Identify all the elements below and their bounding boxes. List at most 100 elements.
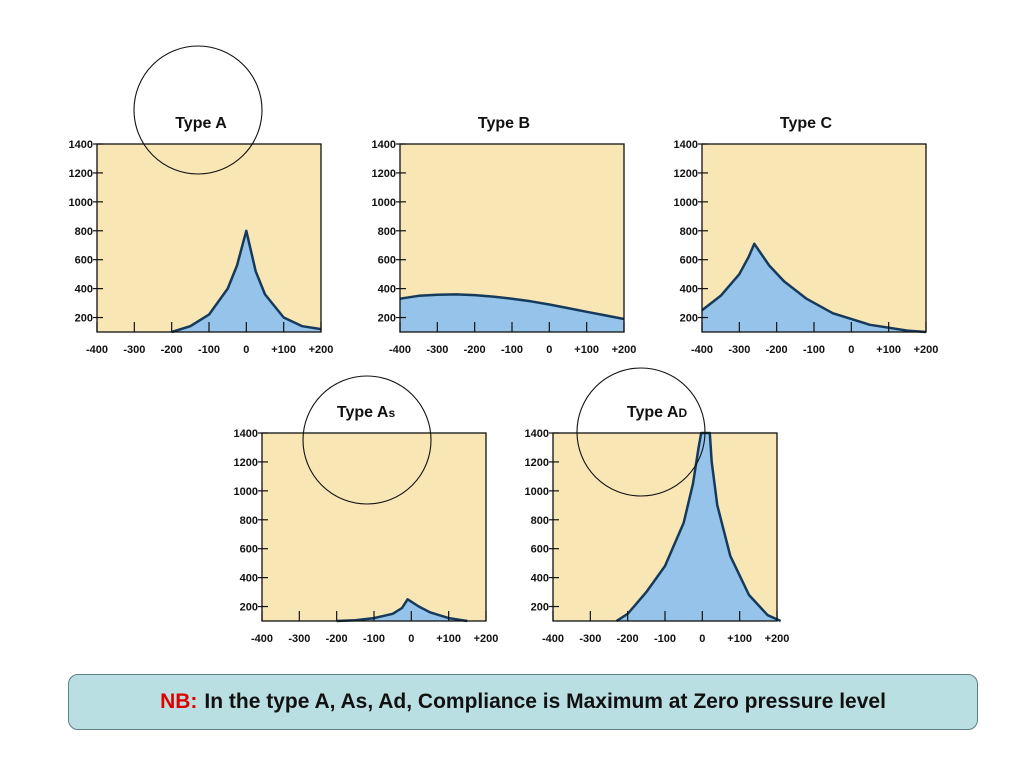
x-tick-label: -300 bbox=[426, 344, 448, 356]
y-tick-label: 1000 bbox=[372, 197, 396, 209]
chart-title-suffix: s bbox=[388, 406, 395, 420]
x-tick-label: 0 bbox=[408, 633, 414, 645]
chart-panel: 1400 1200 1000 800 600 400 200 -400 -300 -200 -100… bbox=[69, 45, 334, 356]
x-tick-label: -100 bbox=[198, 344, 220, 356]
compliance-area bbox=[616, 433, 781, 621]
chart-title-text: Type A bbox=[627, 404, 679, 421]
y-tick-label: 800 bbox=[680, 226, 698, 238]
x-tick-label: -400 bbox=[251, 633, 273, 645]
y-tick-label: 1000 bbox=[234, 486, 258, 498]
chart-title-text: Type B bbox=[478, 115, 530, 132]
y-tick-label: 200 bbox=[75, 313, 93, 325]
chart-title-text: Type A bbox=[337, 404, 389, 421]
note-box: NB: In the type A, As, Ad, Compliance is… bbox=[68, 674, 978, 730]
y-tick-label: 400 bbox=[75, 284, 93, 296]
x-tick-label: +200 bbox=[765, 633, 790, 645]
chart-title: Type A bbox=[175, 115, 227, 132]
y-tick-label: 1000 bbox=[674, 197, 698, 209]
y-tick-label: 800 bbox=[378, 226, 396, 238]
x-tick-label: +200 bbox=[914, 344, 939, 356]
x-tick-label: -100 bbox=[803, 344, 825, 356]
x-tick-label: -400 bbox=[389, 344, 411, 356]
x-tick-label: -200 bbox=[617, 633, 639, 645]
chart-panel: 1400 1200 1000 800 600 400 200 -400 -300 -200 -100… bbox=[234, 375, 499, 645]
highlight-circle bbox=[302, 375, 432, 505]
compliance-curve bbox=[336, 598, 468, 623]
note-text: In the type A, As, Ad, Compliance is Max… bbox=[204, 690, 886, 713]
y-tick-label: 1400 bbox=[234, 428, 258, 440]
y-tick-label: 1200 bbox=[674, 168, 698, 180]
y-tick-label: 1400 bbox=[674, 139, 698, 151]
y-tick-label: 200 bbox=[240, 602, 258, 614]
x-tick-label: 0 bbox=[699, 633, 705, 645]
chart-title-text: Type A bbox=[175, 115, 227, 132]
x-tick-label: -200 bbox=[161, 344, 183, 356]
x-tick-label: +100 bbox=[876, 344, 901, 356]
x-tick-label: +100 bbox=[727, 633, 752, 645]
chart-title-text: Type C bbox=[780, 115, 833, 132]
y-tick-label: 1200 bbox=[69, 168, 93, 180]
x-tick-label: -200 bbox=[766, 344, 788, 356]
x-tick-label: -300 bbox=[579, 633, 601, 645]
chart-title-suffix: D bbox=[678, 406, 687, 420]
y-tick-label: 200 bbox=[680, 313, 698, 325]
x-tick-label: +200 bbox=[612, 344, 637, 356]
y-tick-label: 600 bbox=[75, 255, 93, 267]
y-tick-label: 400 bbox=[240, 573, 258, 585]
x-tick-label: +100 bbox=[271, 344, 296, 356]
chart-title: Type As bbox=[337, 404, 396, 421]
x-tick-label: +200 bbox=[309, 344, 334, 356]
x-tick-label: 0 bbox=[848, 344, 854, 356]
x-tick-label: -200 bbox=[464, 344, 486, 356]
plot-background bbox=[262, 433, 486, 621]
x-tick-label: -300 bbox=[728, 344, 750, 356]
x-tick-label: -300 bbox=[288, 633, 310, 645]
x-tick-label: -200 bbox=[326, 633, 348, 645]
y-tick-label: 800 bbox=[75, 226, 93, 238]
x-tick-label: -100 bbox=[501, 344, 523, 356]
compliance-area bbox=[171, 230, 321, 332]
x-tick-label: 0 bbox=[243, 344, 249, 356]
y-tick-label: 600 bbox=[240, 544, 258, 556]
x-tick-label: -400 bbox=[542, 633, 564, 645]
highlight-circle bbox=[133, 45, 263, 175]
highlight-circle bbox=[576, 367, 706, 497]
y-tick-label: 400 bbox=[680, 284, 698, 296]
y-tick-label: 1400 bbox=[525, 428, 549, 440]
y-tick-label: 1200 bbox=[234, 457, 258, 469]
y-tick-label: 1200 bbox=[372, 168, 396, 180]
y-tick-label: 600 bbox=[531, 544, 549, 556]
compliance-curve bbox=[171, 229, 322, 334]
y-tick-label: 800 bbox=[531, 515, 549, 527]
x-tick-label: -100 bbox=[654, 633, 676, 645]
x-tick-label: 0 bbox=[546, 344, 552, 356]
y-tick-label: 400 bbox=[378, 284, 396, 296]
x-tick-label: -400 bbox=[691, 344, 713, 356]
y-tick-label: 800 bbox=[240, 515, 258, 527]
chart-panel: 1400 1200 1000 800 600 400 200 -400 -300 -200 -100… bbox=[525, 367, 790, 645]
y-tick-label: 1000 bbox=[69, 197, 93, 209]
y-tick-label: 600 bbox=[680, 255, 698, 267]
x-tick-label: +100 bbox=[574, 344, 599, 356]
y-tick-label: 1400 bbox=[69, 139, 93, 151]
x-tick-label: +100 bbox=[436, 633, 461, 645]
compliance-area bbox=[702, 243, 926, 332]
note-prefix: NB: bbox=[160, 690, 198, 713]
compliance-curve bbox=[399, 293, 625, 321]
y-tick-label: 600 bbox=[378, 255, 396, 267]
x-tick-label: -400 bbox=[86, 344, 108, 356]
y-tick-label: 200 bbox=[378, 313, 396, 325]
chart-title: Type B bbox=[478, 115, 530, 132]
chart-panel: 1400 1200 1000 800 600 400 200 -400 -300 -200 -100… bbox=[674, 115, 939, 356]
x-tick-label: -300 bbox=[123, 344, 145, 356]
y-tick-label: 1000 bbox=[525, 486, 549, 498]
plot-background bbox=[97, 144, 321, 332]
compliance-curve bbox=[701, 242, 927, 334]
y-tick-label: 400 bbox=[531, 573, 549, 585]
y-tick-label: 200 bbox=[531, 602, 549, 614]
chart-panel: 1400 1200 1000 800 600 400 200 -400 -300 -200 -100… bbox=[372, 115, 637, 356]
x-tick-label: +200 bbox=[474, 633, 499, 645]
compliance-area bbox=[400, 294, 624, 332]
chart-title: Type C bbox=[780, 115, 833, 132]
